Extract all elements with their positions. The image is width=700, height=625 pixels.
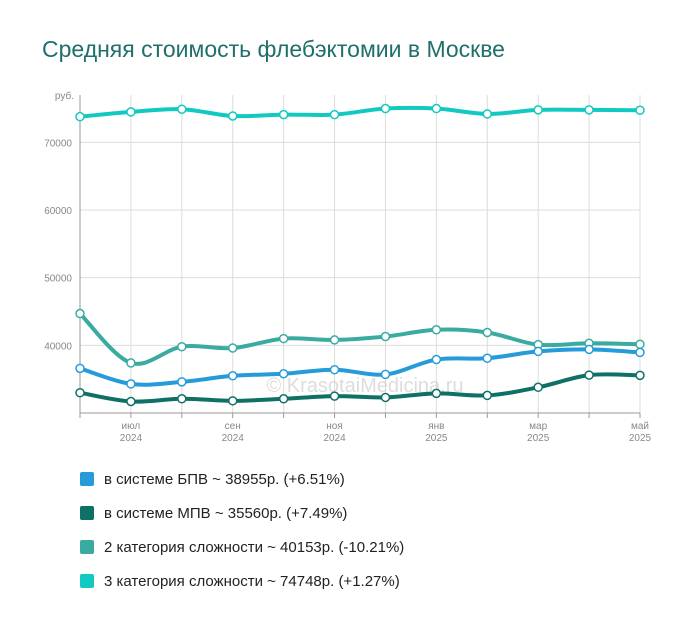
data-point-2-8 <box>482 353 493 363</box>
series-line-0 <box>78 105 642 119</box>
x-tick-label-month: июл <box>122 421 141 432</box>
data-point-3-11 <box>635 370 645 381</box>
data-point-1-0 <box>75 308 85 319</box>
data-point-2-11 <box>635 347 645 358</box>
y-tick-label: 60000 <box>44 206 72 217</box>
data-point-0-7 <box>431 103 442 114</box>
data-point-3-2 <box>177 394 187 404</box>
legend-label: в системе БПВ ~ 38955р. (+6.51%) <box>104 470 345 488</box>
data-point-0-1 <box>126 107 136 117</box>
x-tick-label-month: сен <box>225 421 241 432</box>
x-tick-label-year: 2025 <box>425 433 448 444</box>
legend-swatch <box>80 540 94 554</box>
legend-swatch <box>80 472 94 486</box>
legend-label: 3 категория сложности ~ 74748р. (+1.27%) <box>104 572 400 590</box>
data-point-3-6 <box>380 392 391 403</box>
watermark: © KrasotaiMedicina.ru <box>266 375 463 397</box>
data-point-2-7 <box>431 354 442 365</box>
data-point-1-5 <box>329 335 340 345</box>
data-point-0-5 <box>329 109 340 120</box>
line-chart: 40000500006000070000руб.июл2024сен2024но… <box>44 90 652 444</box>
data-point-2-10 <box>584 344 594 355</box>
data-point-1-1 <box>126 358 136 368</box>
data-point-2-3 <box>227 371 238 381</box>
x-tick-label-month: янв <box>428 421 444 432</box>
legend-item-category-3[interactable]: 3 категория сложности ~ 74748р. (+1.27%) <box>80 564 404 598</box>
x-tick-label-year: 2024 <box>323 433 346 444</box>
y-tick-label: 70000 <box>44 138 72 149</box>
data-point-1-8 <box>482 327 493 338</box>
x-tick-label-month: ноя <box>326 421 343 432</box>
data-point-0-9 <box>533 105 543 115</box>
data-point-2-2 <box>177 377 187 387</box>
legend-label: 2 категория сложности ~ 40153р. (-10.21%… <box>104 538 405 556</box>
y-tick-label: 40000 <box>44 341 72 352</box>
data-point-2-6 <box>380 369 391 380</box>
data-point-0-3 <box>227 111 238 121</box>
x-tick-label-month: май <box>631 421 649 432</box>
legend-item-bpv[interactable]: в системе БПВ ~ 38955р. (+6.51%) <box>80 462 404 496</box>
data-point-2-9 <box>533 346 543 357</box>
legend-swatch <box>80 574 94 588</box>
data-point-0-8 <box>482 109 493 119</box>
data-point-3-7 <box>431 388 442 399</box>
data-point-2-1 <box>126 379 136 389</box>
series-line-1 <box>78 311 642 366</box>
data-point-1-4 <box>278 333 289 344</box>
x-tick-label-year: 2024 <box>222 433 245 444</box>
data-point-3-9 <box>533 382 543 393</box>
data-point-1-2 <box>177 341 187 352</box>
data-point-3-5 <box>329 391 340 401</box>
data-point-3-8 <box>482 390 493 401</box>
data-point-0-4 <box>278 109 289 120</box>
data-point-3-3 <box>227 396 238 406</box>
data-point-3-4 <box>278 394 289 404</box>
chart-title: Средняя стоимость флебэктомии в Москве <box>42 36 505 62</box>
y-axis-unit: руб. <box>55 90 74 102</box>
data-point-2-0 <box>75 363 85 374</box>
x-tick-label-year: 2024 <box>120 433 143 444</box>
legend-swatch <box>80 506 94 520</box>
data-point-1-11 <box>635 339 645 350</box>
legend-label: в системе МПВ ~ 35560р. (+7.49%) <box>104 504 348 522</box>
data-point-0-6 <box>380 103 391 114</box>
data-point-2-5 <box>329 364 340 375</box>
legend-item-mpv[interactable]: в системе МПВ ~ 35560р. (+7.49%) <box>80 496 404 530</box>
x-tick-label-month: мар <box>529 421 547 432</box>
y-tick-label: 50000 <box>44 274 72 285</box>
data-point-0-2 <box>177 104 187 114</box>
data-point-1-3 <box>227 343 238 353</box>
x-tick-label-year: 2025 <box>527 433 550 444</box>
data-point-0-10 <box>584 105 594 115</box>
legend-item-category-2[interactable]: 2 категория сложности ~ 40153р. (-10.21%… <box>80 530 404 564</box>
data-point-3-0 <box>75 387 85 398</box>
data-point-1-6 <box>380 331 391 342</box>
data-point-1-7 <box>431 325 442 335</box>
data-point-3-10 <box>584 370 594 380</box>
data-point-0-0 <box>75 111 85 122</box>
data-point-2-4 <box>278 369 289 379</box>
x-tick-label-year: 2025 <box>629 433 652 444</box>
legend: в системе БПВ ~ 38955р. (+6.51%) в систе… <box>80 462 404 598</box>
data-point-3-1 <box>126 396 136 407</box>
data-point-0-11 <box>635 105 645 115</box>
